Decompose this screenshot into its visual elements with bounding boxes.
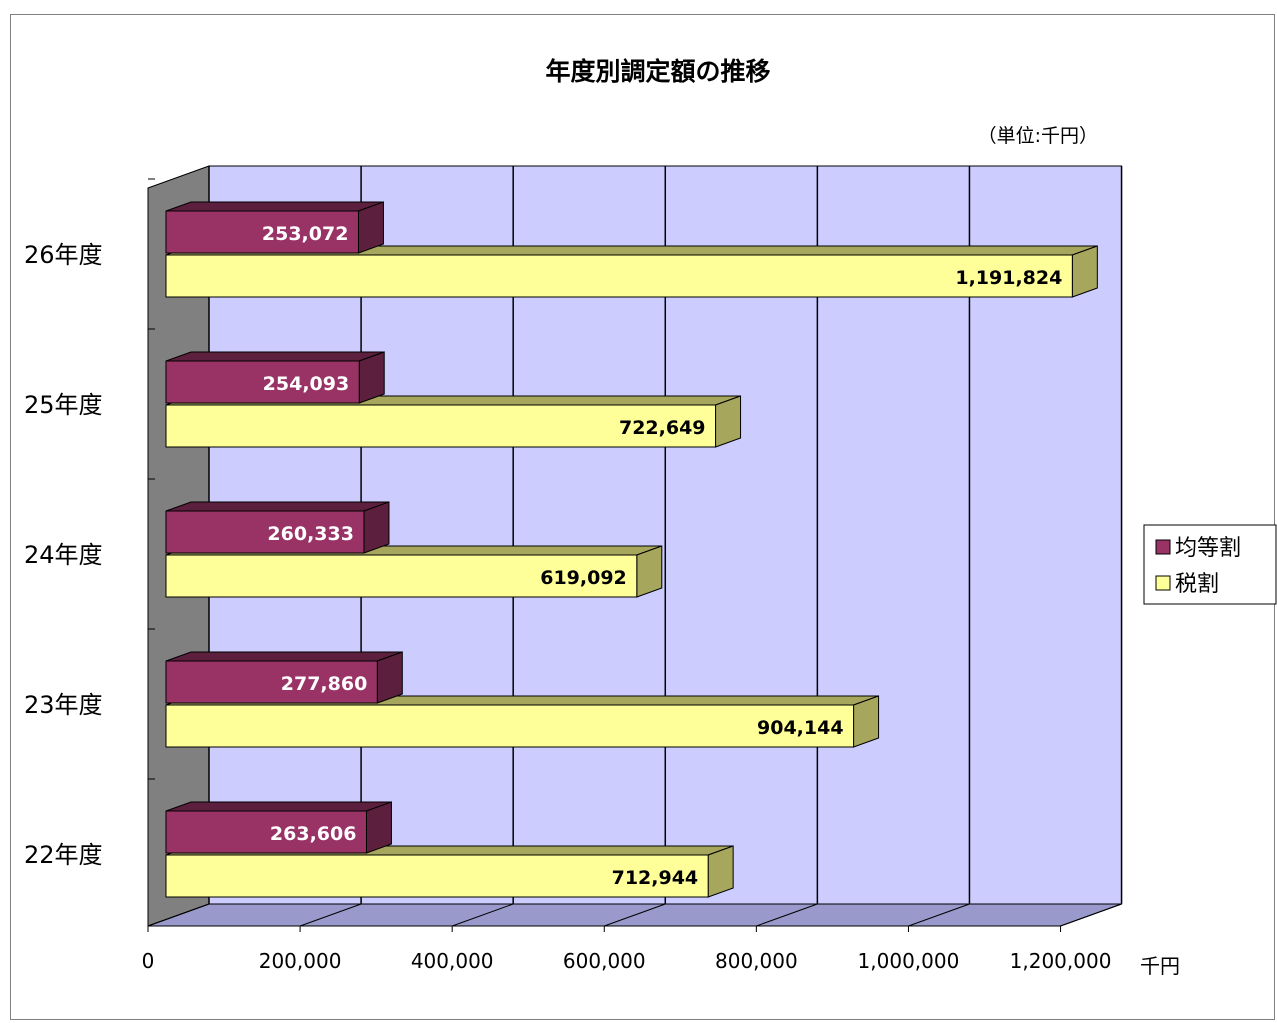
bar-top-face [165, 651, 403, 662]
floor-gridline [604, 903, 666, 927]
chart-title: 年度別調定額の推移 [545, 57, 770, 86]
bar-kintouwari [165, 210, 359, 254]
floor-gridline [147, 903, 210, 927]
bar-side-face [357, 201, 384, 254]
data-label: 619,092 [540, 567, 627, 589]
bar-kintouwari [165, 660, 378, 704]
category-label: 26年度 [24, 241, 103, 269]
floor-gridline [452, 903, 514, 927]
bar-side-face [358, 351, 385, 404]
bar-side-face [1071, 245, 1098, 298]
data-label: 722,649 [619, 417, 706, 439]
category-label: 22年度 [24, 841, 103, 869]
category-label: 23年度 [24, 691, 103, 719]
data-label: 253,072 [262, 223, 349, 245]
legend-swatch-zeiwari [1155, 575, 1171, 591]
bar-kintouwari [165, 810, 367, 854]
data-label: 254,093 [263, 373, 350, 395]
bar-zeiwari [165, 404, 717, 448]
category-labels: 22年度 23年度 24年度 25年度 26年度 [24, 241, 103, 869]
bar-side-face [707, 845, 734, 898]
data-label: 1,191,824 [955, 267, 1062, 289]
bar-kintouwari [165, 360, 360, 404]
bar-top-face [165, 351, 385, 362]
bar-side-face [715, 395, 742, 448]
floor-gridline [1060, 903, 1122, 927]
legend-label: 均等割 [1175, 536, 1241, 561]
bar-side-face [636, 545, 663, 598]
unit-note: （単位:千円） [978, 125, 1098, 147]
x-tick-label: 0 [142, 949, 155, 973]
floor-gridline [299, 903, 362, 927]
bars: 712,944 263,606 904,144 277,860 619,092 260,3… [165, 201, 1098, 898]
x-tick-label: 600,000 [563, 949, 646, 973]
x-tick-label: 800,000 [715, 949, 798, 973]
bar-side-face [365, 801, 392, 854]
category-label: 25年度 [24, 391, 103, 419]
x-tick-label: 1,200,000 [1010, 949, 1112, 973]
bar-zeiwari [165, 554, 638, 598]
x-tick-label: 200,000 [259, 949, 342, 973]
bar-top-face [165, 501, 390, 512]
bar-zeiwari [165, 704, 855, 748]
data-label: 277,860 [281, 673, 368, 695]
data-label: 263,606 [270, 823, 357, 845]
x-unit-label: 千円 [1140, 954, 1180, 978]
x-tick-labels: 0 200,000 400,000 600,000 800,000 1,000,000 1,… [142, 949, 1112, 973]
data-label: 904,144 [757, 717, 844, 739]
legend-label: 税割 [1175, 572, 1219, 597]
x-tick-label: 400,000 [411, 949, 494, 973]
data-label: 712,944 [612, 867, 699, 889]
bar-side-face [363, 501, 390, 554]
bar-zeiwari [165, 254, 1073, 298]
category-label: 24年度 [24, 541, 103, 569]
bar-side-face [853, 695, 880, 748]
bar-zeiwari [165, 854, 709, 898]
bar-side-face [376, 651, 403, 704]
data-label: 260,333 [267, 523, 354, 545]
x-tick-label: 1,000,000 [858, 949, 960, 973]
bar-kintouwari [165, 510, 365, 554]
legend-swatch-kintouwari [1155, 539, 1171, 555]
bar-top-face [165, 201, 384, 212]
floor-gridline [908, 903, 970, 927]
bar-top-face [165, 801, 392, 812]
floor-gridline [756, 903, 818, 927]
